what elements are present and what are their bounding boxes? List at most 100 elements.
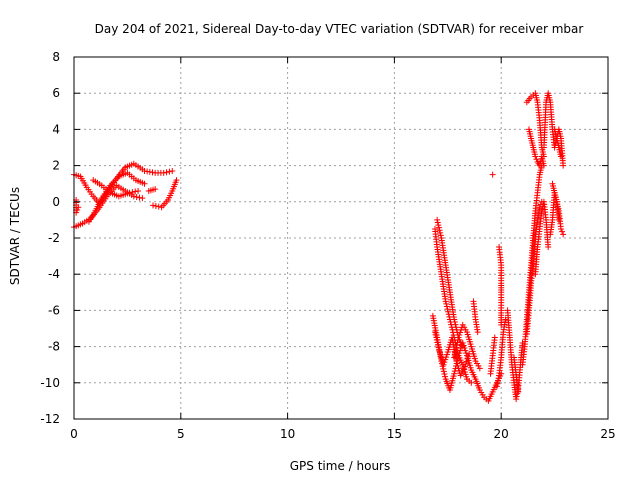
data-point [135, 187, 142, 194]
y-tick-label: 2 [52, 159, 60, 173]
data-point [435, 224, 442, 231]
data-point [474, 329, 481, 336]
data-point [155, 203, 162, 210]
data-point [461, 363, 468, 370]
data-point [498, 321, 505, 328]
data-point [442, 298, 449, 305]
data-point [433, 336, 440, 343]
x-tick-label: 5 [177, 427, 185, 441]
x-tick-label: 0 [70, 427, 78, 441]
data-point [152, 203, 159, 210]
data-point [443, 303, 450, 310]
data-point [494, 380, 501, 387]
data-point [451, 316, 458, 323]
y-tick-label: -10 [40, 376, 60, 390]
data-point [150, 202, 157, 209]
data-point [152, 186, 159, 193]
data-point [173, 177, 180, 184]
data-point [441, 371, 448, 378]
data-point [463, 350, 470, 357]
data-point [130, 193, 137, 200]
y-tick-label: -4 [48, 267, 60, 281]
data-point [513, 396, 520, 403]
data-point [126, 189, 133, 196]
data-point [540, 153, 547, 160]
data-point [75, 204, 82, 211]
data-point [133, 193, 140, 200]
data-point [453, 324, 460, 331]
data-point [434, 216, 441, 223]
grid-lines [74, 57, 608, 419]
data-point [493, 383, 500, 390]
y-tick-label: 4 [52, 122, 60, 136]
data-points [71, 90, 567, 404]
data-point [74, 206, 81, 213]
y-tick-label: -2 [48, 231, 60, 245]
data-point [139, 195, 146, 202]
data-point [436, 227, 443, 234]
data-point [435, 342, 442, 349]
data-point [555, 216, 562, 223]
data-point [462, 347, 469, 354]
data-point [491, 334, 498, 341]
data-point [489, 171, 496, 178]
data-point [495, 375, 502, 382]
data-point [141, 180, 148, 187]
data-point [169, 168, 176, 175]
y-tick-label: -12 [40, 412, 60, 426]
x-tick-label: 25 [600, 427, 615, 441]
data-point [451, 319, 458, 326]
data-point [160, 169, 167, 176]
data-point [468, 379, 475, 386]
data-point [558, 225, 565, 232]
data-point [540, 162, 547, 169]
x-tick-label: 20 [494, 427, 509, 441]
data-point [435, 222, 442, 229]
data-point [129, 189, 136, 196]
data-point [451, 370, 458, 377]
data-point [464, 355, 471, 362]
x-axis-label: GPS time / hours [290, 459, 391, 473]
data-point [437, 229, 444, 236]
data-point [463, 358, 470, 365]
y-tick-label: 6 [52, 86, 60, 100]
data-point [166, 168, 173, 175]
y-tick-label: -6 [48, 303, 60, 317]
chart-title: Day 204 of 2021, Sidereal Day-to-day VTE… [95, 22, 584, 36]
data-point [132, 188, 139, 195]
x-tick-label: 15 [387, 427, 402, 441]
data-point [462, 360, 469, 367]
data-point [459, 343, 466, 350]
data-point [441, 359, 448, 366]
y-tick-label: 8 [52, 50, 60, 64]
data-point [163, 169, 170, 176]
data-point [442, 373, 449, 380]
data-point [457, 329, 464, 336]
data-point [466, 350, 473, 357]
data-point [465, 353, 472, 360]
data-point [433, 334, 440, 341]
data-point [442, 356, 449, 363]
data-point [431, 329, 438, 336]
data-point [476, 365, 483, 372]
data-point [440, 368, 447, 375]
data-point [559, 228, 566, 235]
data-point [136, 194, 143, 201]
data-point [515, 388, 522, 395]
data-point [456, 332, 463, 339]
data-point [545, 244, 552, 251]
y-tick-label: -8 [48, 340, 60, 354]
data-point [560, 162, 567, 169]
data-point [432, 331, 439, 338]
data-point [494, 377, 501, 384]
data-point [532, 153, 539, 160]
data-point [440, 361, 447, 368]
data-point [437, 232, 444, 239]
data-point [434, 219, 441, 226]
x-tick-label: 10 [280, 427, 295, 441]
data-point [455, 334, 462, 341]
data-point [443, 354, 450, 361]
axis-ticks: 0 5 10 15 20 25 -12 -10 -8 -6 -4 -2 0 2 4 6 8 [40, 50, 615, 441]
data-point [434, 339, 441, 346]
